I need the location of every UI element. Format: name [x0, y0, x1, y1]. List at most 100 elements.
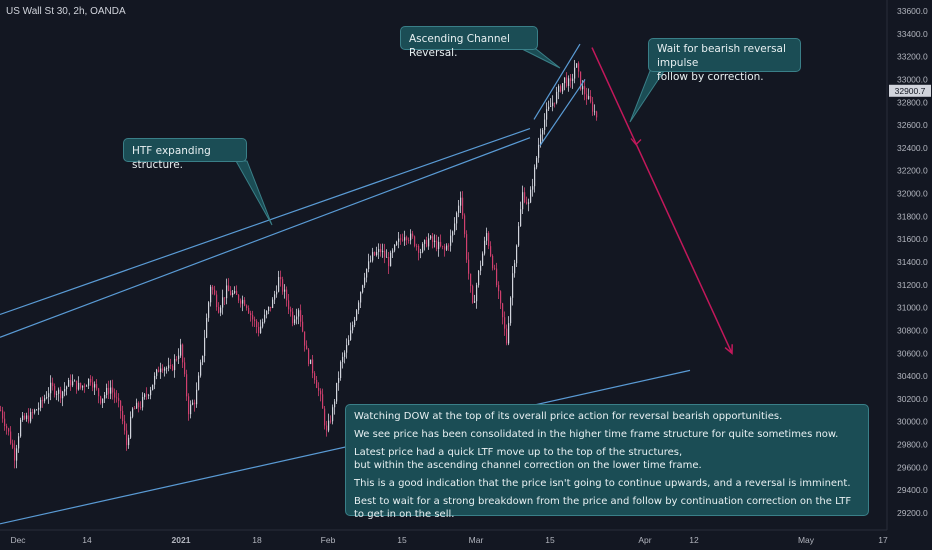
candle-body — [516, 245, 518, 264]
candle-body — [428, 238, 430, 247]
candle-body — [314, 373, 316, 381]
candle-body — [342, 356, 344, 363]
candle-body — [58, 389, 60, 394]
candle-body — [34, 409, 36, 413]
candle-body — [406, 237, 408, 241]
candle-body — [398, 238, 400, 242]
price-axis[interactable]: 33600.0 33400.0 33200.0 33000.0 32800.0 32600… — [897, 6, 928, 518]
candle-body — [10, 431, 12, 444]
candle-body — [316, 380, 318, 388]
candle-body — [294, 319, 296, 324]
candle-body — [194, 402, 196, 405]
candle-body — [394, 244, 396, 251]
candle-body — [596, 111, 598, 118]
candle-body — [488, 233, 490, 247]
candle-body — [334, 401, 336, 408]
candle-body — [464, 215, 466, 235]
candle-body — [210, 286, 212, 303]
candle-body — [236, 290, 238, 295]
htf-structure-text: HTF expanding structure. — [132, 145, 211, 171]
candle-body — [506, 328, 508, 344]
time-axis[interactable]: Dec 14 2021 18 Feb 15 Mar 15 Apr 12 May 17 — [10, 535, 888, 545]
projection-arrow-shaft — [591, 47, 733, 354]
trendline-asc-channel-upper — [533, 43, 581, 120]
candle-body — [8, 428, 10, 432]
candle-body — [288, 300, 290, 310]
y-tick-label: 31400.0 — [897, 257, 928, 267]
candle-body — [340, 362, 342, 378]
trendline-asc-channel-lower — [539, 79, 586, 146]
candle-body — [174, 358, 176, 371]
ascending-channel-text: Ascending Channel Reversal. — [409, 33, 510, 59]
candle-body — [118, 398, 120, 401]
candle-body — [378, 249, 380, 253]
candle-body — [234, 290, 236, 293]
candle-body — [318, 387, 320, 391]
candle-body — [252, 315, 254, 320]
candle-body — [532, 186, 534, 190]
candle-body — [84, 385, 86, 387]
candle-body — [190, 404, 192, 415]
candle-body — [228, 285, 230, 292]
candle-body — [152, 384, 154, 391]
candle-body — [348, 339, 350, 345]
x-tick-label: Apr — [638, 535, 651, 545]
y-tick-label: 32400.0 — [897, 143, 928, 153]
candle-body — [512, 273, 514, 298]
candle-body — [554, 102, 556, 104]
candle-body — [344, 352, 346, 357]
x-tick-label: May — [798, 535, 815, 545]
candle-body — [238, 294, 240, 301]
candle-body — [216, 294, 218, 308]
candle-body — [384, 250, 386, 258]
candle-body — [162, 368, 164, 371]
candle-body — [206, 317, 208, 338]
candle-body — [32, 412, 34, 413]
candle-body — [36, 409, 38, 411]
candle-body — [510, 297, 512, 324]
candle-body — [500, 291, 502, 304]
candle-body — [382, 250, 384, 253]
candle-body — [310, 359, 312, 364]
analysis-note-callout: Watching DOW at the top of its overall p… — [345, 404, 869, 520]
candle-body — [158, 369, 160, 373]
candle-body — [560, 86, 562, 92]
candle-body — [100, 396, 102, 404]
candle-body — [136, 402, 138, 409]
candle-body — [524, 192, 526, 203]
x-tick-label: 12 — [689, 535, 699, 545]
candle-body — [212, 286, 214, 290]
candle-body — [346, 344, 348, 353]
candle-body — [60, 389, 62, 399]
candle-body — [594, 111, 596, 113]
candle-body — [450, 235, 452, 246]
x-tick-label: 18 — [252, 535, 262, 545]
candle-body — [590, 96, 592, 102]
candle-body — [80, 382, 82, 388]
candle-body — [416, 245, 418, 247]
symbol-title[interactable]: US Wall St 30, 2h, OANDA — [6, 6, 126, 17]
y-tick-label: 29200.0 — [897, 508, 928, 518]
y-tick-label: 31800.0 — [897, 211, 928, 221]
candle-body — [24, 415, 26, 419]
candle-body — [352, 325, 354, 331]
candle-body — [246, 305, 248, 309]
y-tick-label: 33600.0 — [897, 6, 928, 16]
candle-body — [388, 257, 390, 267]
candle-body — [518, 226, 520, 246]
candle-body — [42, 399, 44, 402]
candle-body — [30, 412, 32, 422]
candle-body — [132, 408, 134, 417]
y-tick-label: 29600.0 — [897, 462, 928, 472]
candle-body — [544, 119, 546, 131]
candle-body — [332, 407, 334, 422]
current-price-label: 32900.7 — [889, 84, 931, 97]
candle-body — [474, 301, 476, 303]
candle-body — [180, 344, 182, 356]
candle-body — [244, 299, 246, 306]
y-tick-label: 31600.0 — [897, 234, 928, 244]
wait-reversal-line-1: Wait for bearish reversal impulse — [657, 43, 786, 69]
candle-body — [270, 306, 272, 308]
price-label-text: 32900.7 — [895, 86, 926, 96]
candle-body — [438, 241, 440, 250]
